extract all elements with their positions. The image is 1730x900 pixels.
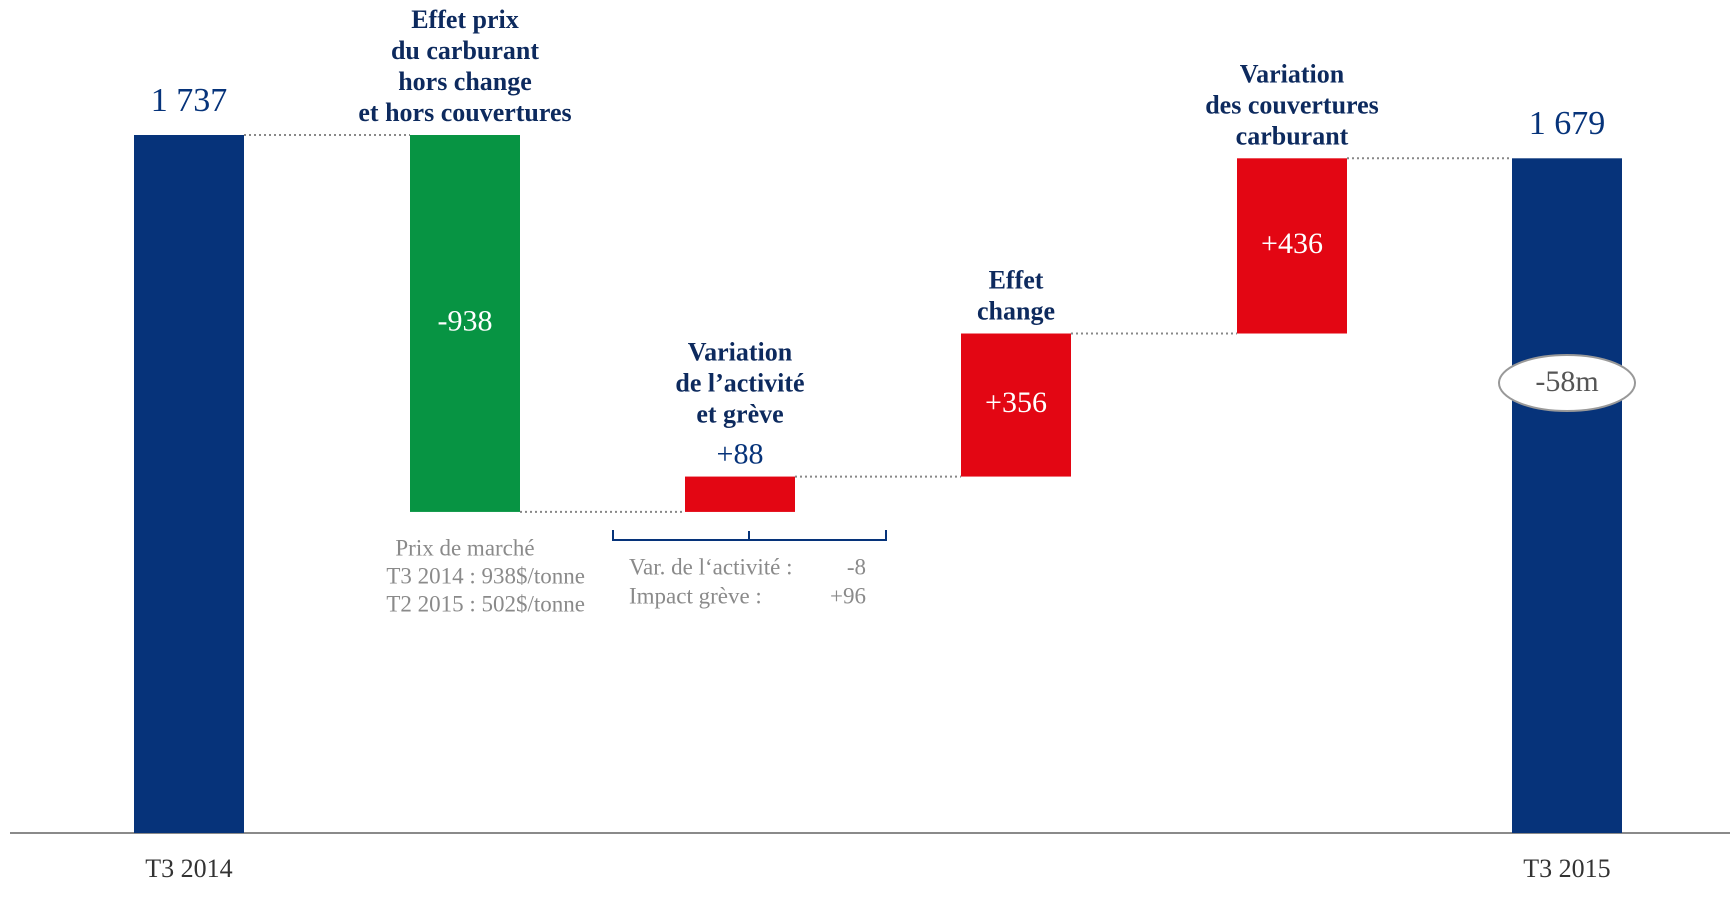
value-label: 1 679 [1529,105,1606,142]
activity-note: Impact grève : [629,583,762,608]
bar-title: Effet [989,265,1044,294]
bar [1237,158,1347,334]
bar-title: et hors couvertures [358,98,571,127]
bar-title: change [977,296,1055,325]
x-tick-label: T3 2015 [1523,854,1610,883]
activity-note: Var. de l‘activité : [629,554,793,579]
bar [961,333,1071,477]
bar-title: et grève [696,400,783,429]
bracket [612,530,887,541]
value-label: +436 [1261,227,1323,260]
activity-value: +96 [830,583,866,608]
fuel-note: T3 2014 : 938$/tonne [386,563,585,588]
change-label: -58m [1535,365,1598,398]
value-label: 1 737 [151,82,228,119]
bar [410,135,520,512]
x-tick-label: T3 2014 [145,854,232,883]
bar [685,476,795,512]
bar [1512,158,1622,833]
bar-title: de l’activité [675,369,804,398]
bar [134,135,244,833]
fuel-note: Prix de marché [395,535,534,560]
bar-title: Variation [1240,59,1345,88]
value-label: -938 [438,304,493,337]
activity-value: -8 [847,554,866,579]
value-label: +88 [717,437,764,470]
bar-title: Variation [688,338,793,367]
bar-title: du carburant [391,36,539,65]
fuel-note: T2 2015 : 502$/tonne [386,591,585,616]
bar-title: carburant [1236,121,1349,150]
bar-title: hors change [398,67,532,96]
bar-title: Effet prix [411,5,519,34]
change-badge [1498,354,1636,412]
bar-title: des couvertures [1205,90,1379,119]
value-label: +356 [985,386,1047,419]
